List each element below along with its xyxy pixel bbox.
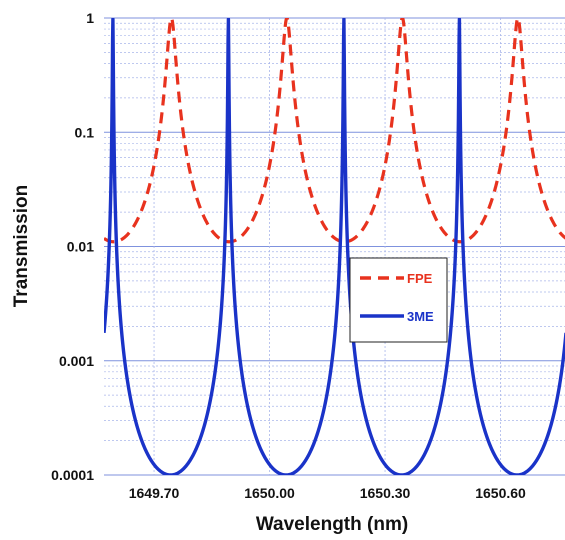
y-tick-label: 1 <box>86 10 94 26</box>
y-tick-label: 0.1 <box>75 124 95 140</box>
legend-label-3me: 3ME <box>407 309 434 324</box>
x-tick-label: 1650.00 <box>244 485 295 501</box>
x-axis-label: Wavelength (nm) <box>256 514 408 535</box>
legend: FPE 3ME <box>349 257 448 343</box>
minor-gridlines <box>104 22 565 441</box>
y-axis-label: Transmission <box>11 185 32 308</box>
major-gridlines <box>104 17 565 476</box>
series-layer <box>104 18 565 475</box>
x-tick-label: 1650.30 <box>360 485 411 501</box>
legend-label-fpe: FPE <box>407 271 433 286</box>
series-line-3me <box>104 18 565 475</box>
y-tick-label: 0.0001 <box>51 467 94 483</box>
legend-box <box>349 257 448 343</box>
y-tick-label: 0.01 <box>67 239 94 255</box>
x-tick-labels: 1649.70 1650.00 1650.30 1650.60 <box>129 485 526 501</box>
x-tick-label: 1649.70 <box>129 485 180 501</box>
x-tick-label: 1650.60 <box>475 485 526 501</box>
y-tick-labels: 1 0.1 0.01 0.001 0.0001 <box>51 10 94 483</box>
series-line-fpe <box>104 18 565 244</box>
y-tick-label: 0.001 <box>59 353 94 369</box>
